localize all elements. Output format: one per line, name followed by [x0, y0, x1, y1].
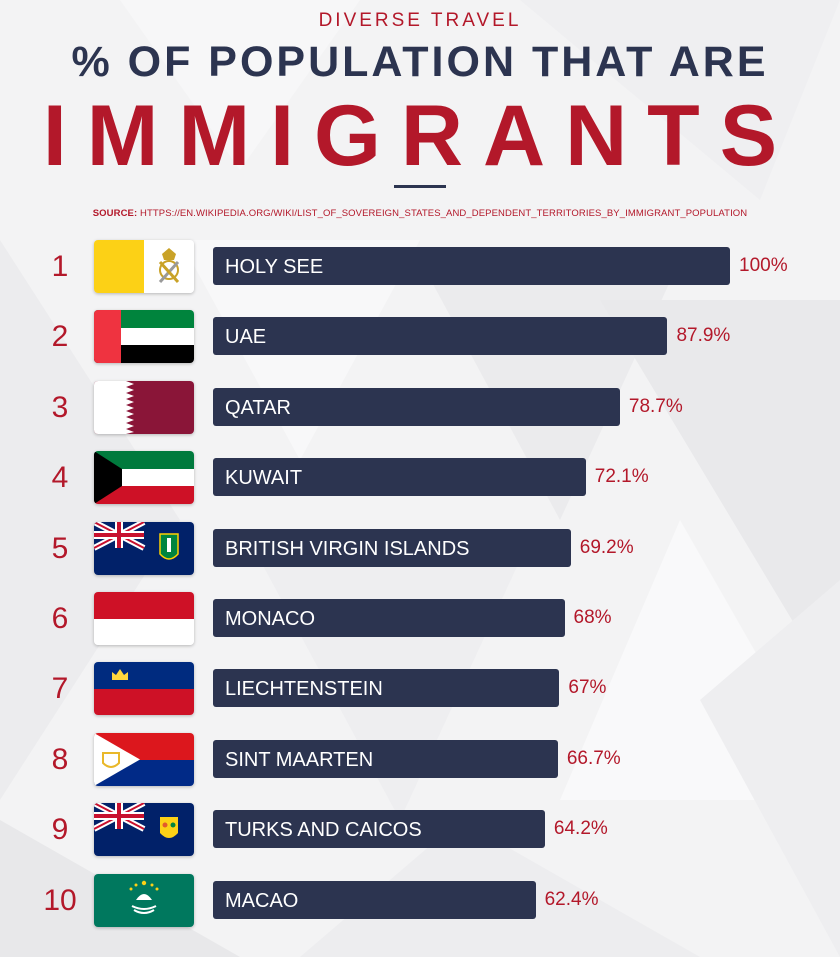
rank-number: 9 — [51, 813, 69, 847]
bar: SINT MAARTEN — [213, 739, 558, 778]
value-label: 87.9% — [676, 325, 731, 347]
value-label: 64.2% — [553, 818, 608, 840]
value-label: 69.2% — [579, 536, 634, 558]
value-label: 78.7% — [628, 395, 683, 417]
chart-row: 5 BRITISH VIRGIN ISLANDS 69.2% — [0, 513, 840, 583]
rank-number: 1 — [51, 250, 69, 283]
category-label: BRITISH VIRGIN ISLANDS — [225, 537, 470, 560]
rank-number: 3 — [51, 390, 69, 424]
chart-row: 6 MONACO 68% — [0, 583, 840, 653]
bar: HOLY SEE — [213, 247, 730, 285]
value-label: 67% — [568, 677, 607, 699]
chart-row: 10 MACAO 62.4% — [0, 865, 840, 935]
liechtenstein-flag-icon — [94, 662, 194, 716]
source-url: HTTPS://EN.WIKIPEDIA.ORG/WIKI/LIST_OF_SO… — [140, 208, 748, 219]
chart-row: 7 LIECHTENSTEIN 67% — [0, 653, 840, 723]
chart-row: 3 QATAR 78.7% — [0, 372, 840, 442]
bar: LIECHTENSTEIN — [213, 669, 560, 708]
rank-number: 6 — [51, 602, 69, 635]
qatar-flag-icon — [94, 380, 194, 434]
sint-maarten-flag-icon — [94, 732, 194, 786]
bar: KUWAIT — [213, 458, 586, 497]
bar: TURKS AND CAICOS — [213, 810, 545, 849]
category-label: QATAR — [225, 396, 291, 419]
category-label: MONACO — [225, 608, 315, 630]
category-label: UAE — [225, 326, 267, 349]
category-label: TURKS AND CAICOS — [225, 819, 422, 842]
bar: UAE — [213, 317, 668, 356]
chart-row: 4 KUWAIT 72.1% — [0, 442, 840, 512]
rank-number: 2 — [51, 320, 69, 354]
category-label: HOLY SEE — [225, 256, 324, 278]
value-label: 72.1% — [594, 466, 649, 488]
brand-label: DIVERSE TRAVEL — [318, 10, 522, 31]
source-label: SOURCE: — [92, 208, 138, 219]
rank-number: 10 — [43, 883, 77, 917]
uae-flag-icon — [94, 310, 194, 364]
value-label: 62.4% — [544, 888, 599, 910]
value-label: 66.7% — [566, 747, 621, 769]
category-label: KUWAIT — [225, 467, 303, 490]
page-title-highlight: IMMIGRANTS — [42, 88, 798, 184]
category-label: MACAO — [225, 889, 299, 912]
rank-number: 4 — [51, 461, 69, 495]
chart-row: 8 SINT MAARTEN 66.7% — [0, 724, 840, 794]
title-divider — [394, 185, 446, 188]
rank-number: 8 — [51, 742, 69, 776]
source-line: SOURCE: HTTPS://EN.WIKIPEDIA.ORG/WIKI/LI… — [0, 208, 840, 219]
chart-row: 1 HOLY SEE 100% — [0, 231, 840, 301]
bar: MACAO — [213, 880, 536, 919]
rank-number: 7 — [51, 672, 69, 706]
macao-flag-icon — [94, 873, 194, 927]
rank-number: 5 — [51, 531, 69, 565]
bar: MONACO — [213, 599, 565, 637]
value-label: 68% — [573, 607, 612, 628]
page-title: % OF POPULATION THAT ARE — [71, 38, 769, 86]
british-virgin-islands-flag-icon — [94, 521, 194, 575]
kuwait-flag-icon — [94, 451, 194, 505]
monaco-flag-icon — [94, 592, 194, 645]
holy-see-flag-icon — [94, 240, 194, 293]
bar: BRITISH VIRGIN ISLANDS — [213, 528, 571, 567]
chart-row: 9 TURKS AND CAICOS 64.2% — [0, 794, 840, 864]
value-label: 100% — [739, 255, 788, 276]
chart-row: 2 UAE 87.9% — [0, 301, 840, 371]
category-label: SINT MAARTEN — [225, 748, 374, 771]
turks-and-caicos-flag-icon — [94, 803, 194, 857]
category-label: LIECHTENSTEIN — [225, 678, 383, 701]
bar: QATAR — [213, 387, 620, 426]
